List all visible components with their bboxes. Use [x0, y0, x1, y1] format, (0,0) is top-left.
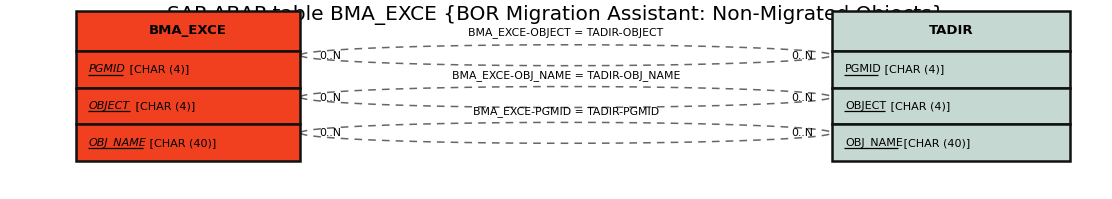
Text: PGMID: PGMID: [89, 64, 126, 74]
FancyBboxPatch shape: [832, 51, 1070, 88]
Text: BMA_EXCE: BMA_EXCE: [149, 24, 227, 37]
Text: BMA_EXCE-OBJ_NAME = TADIR-OBJ_NAME: BMA_EXCE-OBJ_NAME = TADIR-OBJ_NAME: [451, 70, 681, 81]
Text: OBJECT: OBJECT: [845, 101, 886, 111]
FancyBboxPatch shape: [832, 11, 1070, 51]
Text: 0..N: 0..N: [791, 128, 813, 138]
Text: BMA_EXCE-PGMID = TADIR-PGMID: BMA_EXCE-PGMID = TADIR-PGMID: [473, 106, 659, 117]
Text: [CHAR (4)]: [CHAR (4)]: [132, 101, 196, 111]
FancyBboxPatch shape: [832, 124, 1070, 161]
FancyBboxPatch shape: [76, 51, 300, 88]
FancyBboxPatch shape: [76, 124, 300, 161]
Text: [CHAR (4)]: [CHAR (4)]: [126, 64, 189, 74]
Text: SAP ABAP table BMA_EXCE {BOR Migration Assistant: Non-Migrated Objects}: SAP ABAP table BMA_EXCE {BOR Migration A…: [167, 5, 945, 25]
FancyBboxPatch shape: [832, 88, 1070, 124]
Text: TADIR: TADIR: [929, 24, 973, 37]
Text: BMA_EXCE-OBJECT = TADIR-OBJECT: BMA_EXCE-OBJECT = TADIR-OBJECT: [468, 27, 664, 38]
Text: OBJ_NAME: OBJ_NAME: [845, 137, 903, 148]
Text: OBJ_NAME: OBJ_NAME: [89, 137, 147, 148]
Text: [CHAR (40)]: [CHAR (40)]: [146, 138, 216, 148]
Text: [CHAR (40)]: [CHAR (40)]: [900, 138, 971, 148]
Text: 0..N: 0..N: [791, 51, 813, 61]
Text: 0..N: 0..N: [319, 128, 341, 138]
Text: OBJECT: OBJECT: [89, 101, 130, 111]
Text: [CHAR (4)]: [CHAR (4)]: [887, 101, 951, 111]
Text: 0..N: 0..N: [791, 93, 813, 102]
FancyBboxPatch shape: [76, 11, 300, 51]
Text: PGMID: PGMID: [845, 64, 882, 74]
FancyBboxPatch shape: [76, 88, 300, 124]
Text: 0..N: 0..N: [319, 51, 341, 61]
Text: [CHAR (4)]: [CHAR (4)]: [881, 64, 944, 74]
Text: 0..N: 0..N: [319, 93, 341, 102]
